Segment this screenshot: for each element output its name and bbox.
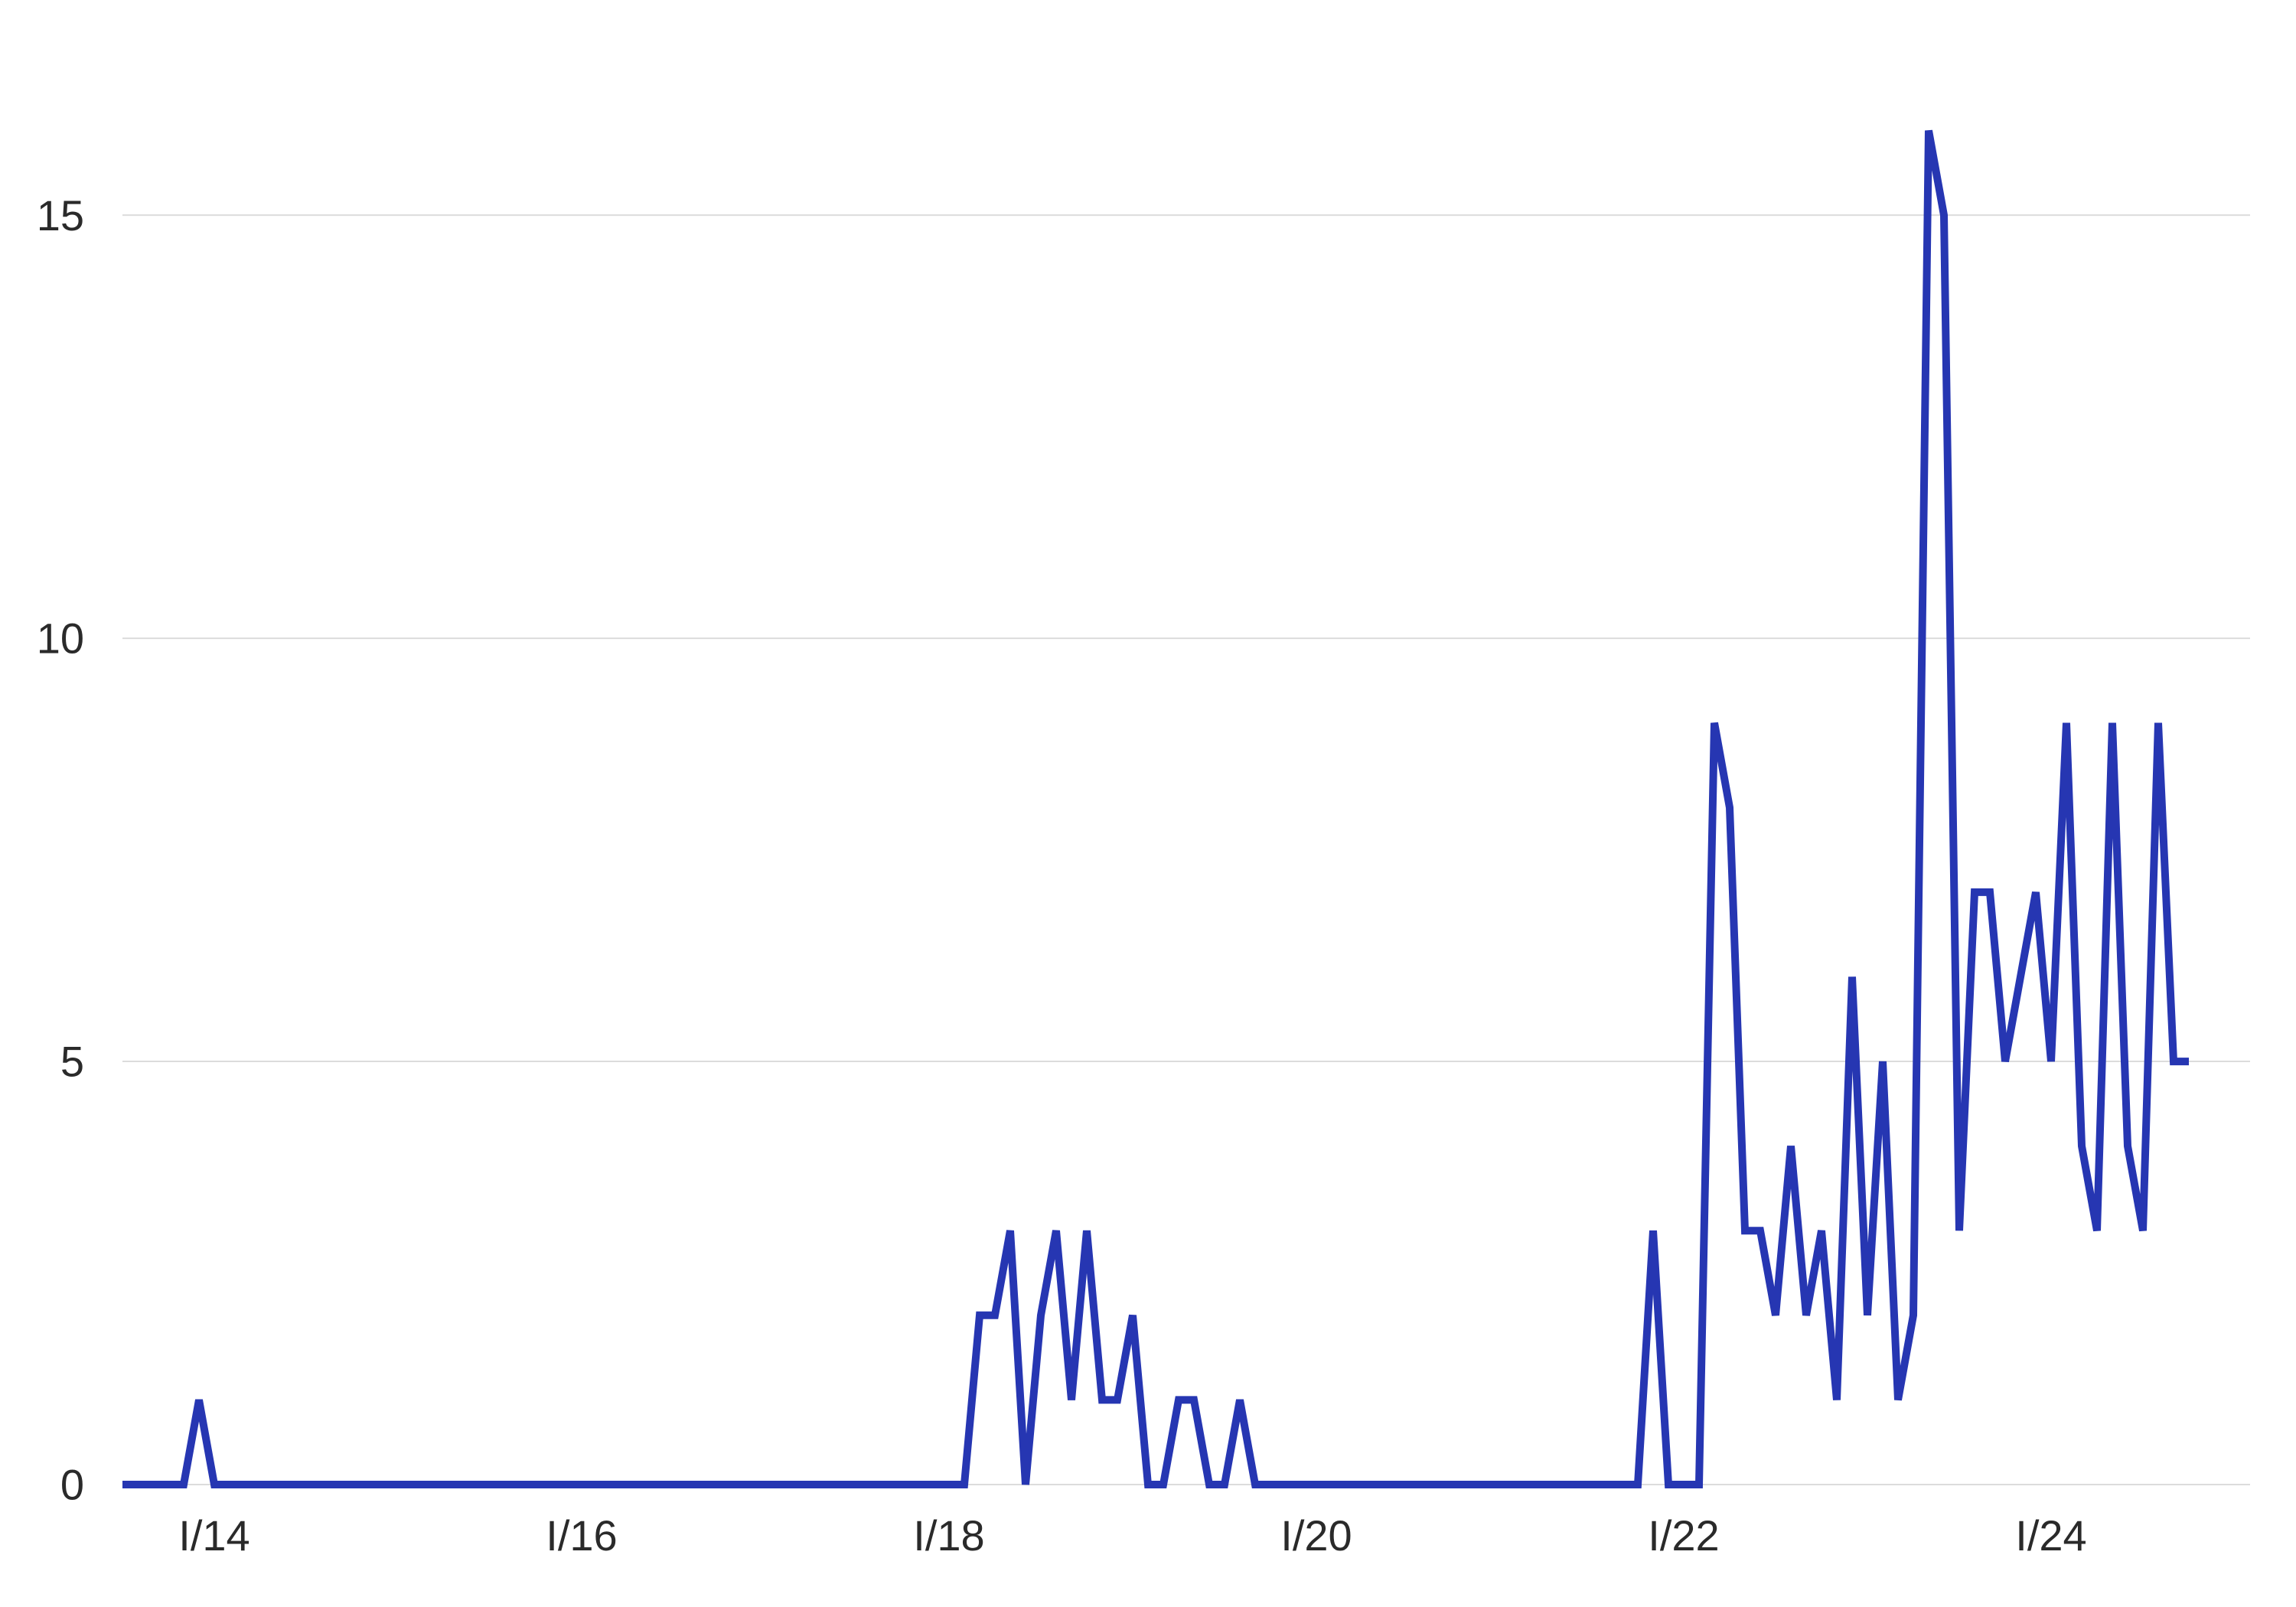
x-tick-label-I-16: I/16 [546,1511,617,1560]
y-tick-label-15: 15 [37,191,84,240]
y-tick-label-0: 0 [60,1461,84,1509]
x-tick-label-I-20: I/20 [1280,1511,1352,1560]
chart-svg: 0 5 10 15 I/14 I/16 I/18 I/20 I/22 I/24 [0,0,2296,1607]
y-tick-label-5: 5 [60,1038,84,1086]
x-tick-label-I-24: I/24 [2015,1511,2086,1560]
line-chart: 0 5 10 15 I/14 I/16 I/18 I/20 I/22 I/24 [0,0,2296,1607]
x-tick-label-I-14: I/14 [178,1511,249,1560]
y-tick-label-10: 10 [37,614,84,663]
x-tick-label-I-18: I/18 [913,1511,984,1560]
x-tick-label-I-22: I/22 [1648,1511,1719,1560]
